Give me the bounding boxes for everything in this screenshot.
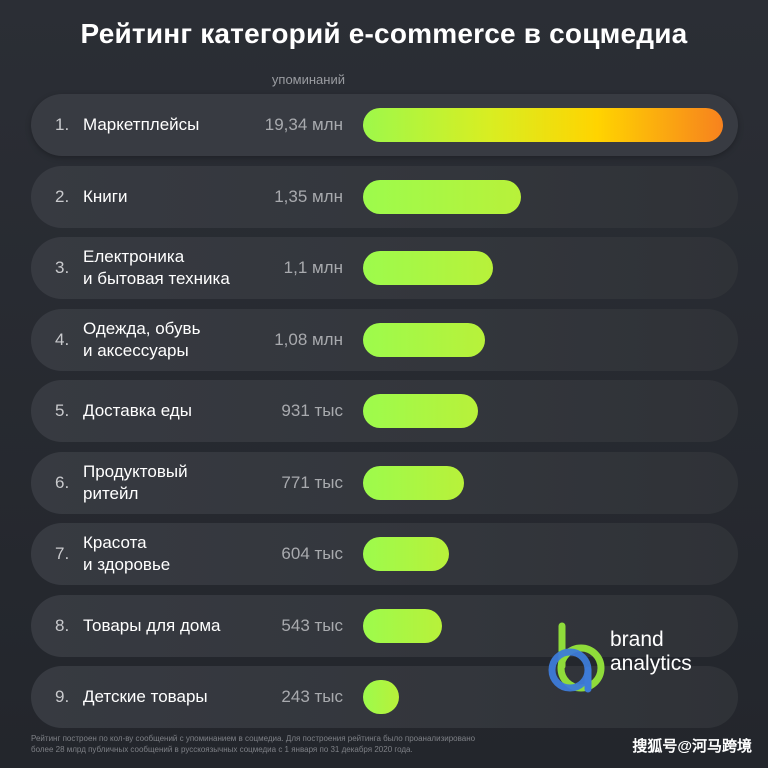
category-name: Електроника и бытовая техника: [83, 237, 263, 299]
category-name-line: Одежда, обувь: [83, 319, 201, 338]
bar: [363, 108, 723, 142]
bar: [363, 466, 464, 500]
value-label: 19,34 млн: [264, 115, 343, 134]
rank-number: 9.: [55, 687, 70, 706]
rank-number: 2.: [55, 187, 70, 206]
watermark: 搜狐号@河马跨境: [632, 738, 752, 755]
ranking-row: 8. Товары для дома 543 тыс: [31, 595, 738, 657]
category-name-line: Електроника: [83, 247, 185, 266]
ranking-row: 9. Детские товары 243 тыс: [31, 666, 738, 728]
category-name: Одежда, обувь и аксессуары: [83, 309, 263, 371]
bar: [363, 394, 478, 428]
chart-title: Рейтинг категорий e-commerce в соцмедиа: [80, 18, 688, 49]
category-name-line: ритейл: [83, 484, 139, 503]
rank-number: 7.: [55, 544, 70, 563]
category-name: Товары для дома: [83, 595, 263, 657]
category-name-line: и здоровье: [83, 555, 171, 574]
category-name: Красота и здоровье: [83, 523, 263, 585]
value-label: 1,35 млн: [274, 187, 343, 206]
bar: [363, 537, 449, 571]
rank-number: 1.: [55, 115, 70, 134]
category-name: Маркетплейсы: [83, 94, 263, 156]
value-label: 1,08 млн: [274, 330, 343, 349]
footnote: Рейтинг построен по кол-ву сообщений с у…: [31, 733, 571, 755]
bar: [363, 180, 521, 214]
category-name-line: Продуктовый: [83, 462, 188, 481]
value-label: 931 тыс: [281, 401, 343, 420]
column-header-mentions: упоминаний: [271, 72, 345, 87]
logo-text-analytics: analytics: [610, 652, 692, 675]
value-label: 771 тыс: [281, 473, 343, 492]
ranking-row: 4. Одежда, обувь и аксессуары 1,08 млн: [31, 309, 738, 371]
ranking-row: 7. Красота и здоровье 604 тыс: [31, 523, 738, 585]
ranking-row: 1. Маркетплейсы 19,34 млн: [31, 94, 738, 156]
category-name-line: Детские товары: [83, 687, 208, 706]
bar: [363, 323, 485, 357]
value-label: 604 тыс: [281, 544, 343, 563]
category-name-line: Книги: [83, 187, 128, 206]
category-name-line: Доставка еды: [83, 401, 192, 420]
category-name: Доставка еды: [83, 380, 263, 442]
ranking-row: 6. Продуктовый ритейл 771 тыс: [31, 452, 738, 514]
rank-number: 3.: [55, 258, 70, 277]
category-name: Книги: [83, 166, 263, 228]
value-label: 1,1 млн: [283, 258, 343, 277]
brand-analytics-logo-icon: [548, 622, 605, 693]
category-name-line: Красота: [83, 533, 147, 552]
category-name-line: и бытовая техника: [83, 269, 230, 288]
bar: [363, 680, 399, 714]
rank-number: 6.: [55, 473, 70, 492]
bar: [363, 251, 493, 285]
rank-number: 5.: [55, 401, 70, 420]
footnote-line-2: более 28 млрд публичных сообщений в русс…: [31, 745, 413, 754]
category-name: Продуктовый ритейл: [83, 452, 263, 514]
value-label: 243 тыс: [281, 687, 343, 706]
category-name-line: Товары для дома: [83, 616, 221, 635]
logo-text-brand: brand: [610, 628, 664, 651]
ranking-row: 2. Книги 1,35 млн: [31, 166, 738, 228]
footnote-line-1: Рейтинг построен по кол-ву сообщений с у…: [31, 734, 476, 743]
ranking-row: 3. Електроника и бытовая техника 1,1 млн: [31, 237, 738, 299]
value-label: 543 тыс: [281, 616, 343, 635]
category-name-line: и аксессуары: [83, 341, 189, 360]
rank-number: 8.: [55, 616, 70, 635]
brand-analytics-logo: brand analytics: [548, 622, 708, 694]
bar: [363, 609, 442, 643]
rank-number: 4.: [55, 330, 70, 349]
category-name-line: Маркетплейсы: [83, 115, 200, 134]
category-name: Детские товары: [83, 666, 263, 728]
ranking-row: 5. Доставка еды 931 тыс: [31, 380, 738, 442]
